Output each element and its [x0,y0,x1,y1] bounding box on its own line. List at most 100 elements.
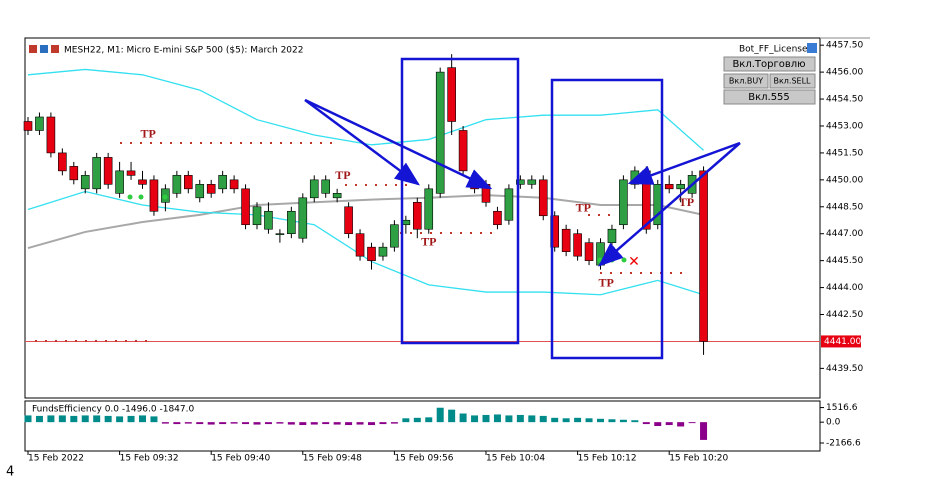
x-tick-label: 15 Feb 2022 [28,454,84,464]
candle-body [103,157,113,185]
x-tick-label: 15 Feb 10:12 [578,454,637,464]
candle-body [699,170,708,342]
indicator-bar [505,415,513,423]
tp-label: TP [421,234,436,248]
indicator-bar [287,422,295,425]
indicator-bar [184,422,192,424]
icon [29,45,37,53]
mode-button[interactable]: Вкл.555 [723,89,816,105]
current-price-label: 4441.00 [824,337,861,347]
candle-body [504,188,514,221]
candle-body [447,67,456,122]
indicator-bar [390,422,398,424]
indicator-bar [173,422,181,425]
indicator-bar [139,415,146,423]
icon [807,43,817,53]
button-label[interactable]: Вкл.BUY [729,77,763,86]
candle-body [516,179,525,185]
indicator-bar [642,422,650,425]
indicator-bar [104,415,112,423]
candle-body [23,121,33,131]
candle-body [241,188,250,226]
indicator-panel [24,400,821,452]
tp-label: TP [141,127,156,141]
buy-button[interactable]: Вкл.BUY [723,73,769,89]
candle-body [378,246,388,257]
indicator-bar [127,415,135,423]
indicator-bar [493,414,501,423]
y-tick-label: 4442.50 [826,310,863,320]
candle-body [641,170,651,230]
candle-body [184,175,193,190]
candle-body [435,71,445,194]
close-mark: ✕ [628,254,640,270]
indicator-bar [425,417,433,423]
sell-button[interactable]: Вкл.SELL [769,73,816,89]
icon [40,45,48,53]
x-tick-label: 15 Feb 09:56 [394,454,453,464]
candle-body [424,188,434,230]
y-tick-label: 4453.00 [826,121,863,131]
indicator-bar [665,422,673,426]
y-tick-label: 4456.00 [826,68,863,78]
y-tick-label: 4447.00 [826,229,863,239]
band-line [27,194,704,250]
button-label[interactable]: Вкл.SELL [773,77,811,86]
indicator-bar [276,422,284,424]
button-label[interactable]: Вкл.555 [748,92,790,103]
button-label[interactable]: Вкл.Торговлю [732,59,805,70]
indicator-bar [116,416,124,423]
trade-button[interactable]: Вкл.Торговлю [723,56,816,72]
indicator-bar [70,415,78,423]
indicator-bar [574,417,582,423]
indicator-bar [93,415,101,423]
current-price-tag [821,335,861,348]
candle-body [584,242,594,261]
indicator-bar [471,415,479,423]
x-tick-label: 15 Feb 10:20 [669,454,728,464]
candle-body [69,166,79,181]
candle-body [206,184,216,194]
indicator-bar [654,422,662,426]
indicator-bar [264,422,272,425]
y-tick-label: 4448.50 [826,202,863,212]
x-tick-label: 15 Feb 09:32 [120,454,179,464]
indicator-bar [161,422,169,424]
tp-label: TP [679,195,694,209]
candle-body [126,170,136,176]
y-tick-label: 4454.50 [826,95,863,105]
indicator-bar [700,422,708,440]
candle-body [412,201,422,230]
y-tick-label: 4444.00 [826,283,863,293]
candle-body [561,228,571,252]
candle-body [676,184,685,190]
indicator-bar [58,415,66,423]
candle-body [527,179,537,185]
candle-body [138,179,147,185]
indicator-bar [230,422,238,424]
indicator-bar [379,422,387,425]
indicator-bar [539,415,547,423]
x-tick-label: 15 Feb 10:04 [486,454,545,464]
candle-body [80,175,90,190]
candle-body [619,179,628,226]
indicator-bar [150,416,158,423]
indicator-bar [597,418,604,423]
x-tick-label: 15 Feb 09:40 [211,454,270,464]
candle-body [115,170,124,194]
candle-body [344,206,353,235]
tp-label: TP [335,168,350,182]
chart-title: MESH22, M1: Micro E-mini S&P 500 ($5): M… [64,46,303,56]
y-tick-label: 4445.50 [826,256,863,266]
candle-body [298,197,308,239]
indicator-bar [242,422,250,425]
indicator-bar [368,422,375,426]
indicator-bar [619,419,627,423]
indicator-bar [677,422,685,427]
tp-label: TP [599,276,614,290]
candle-body [35,116,44,131]
indicator-bar [356,422,364,425]
indicator-bar [219,422,227,425]
indicator-bar [24,415,32,423]
indicator-bar [196,422,204,425]
